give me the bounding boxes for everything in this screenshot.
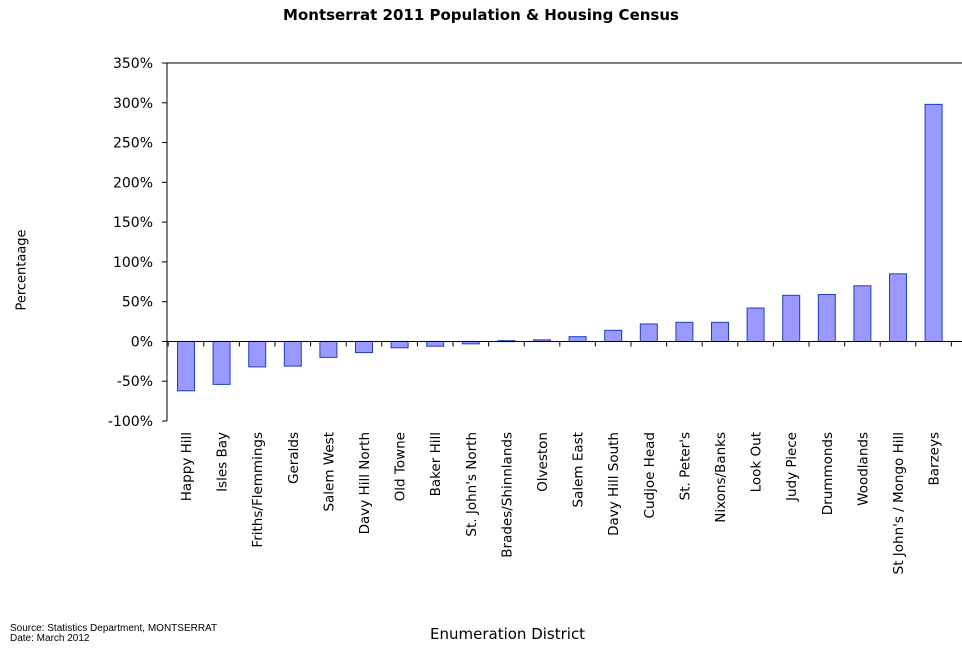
bar xyxy=(924,103,943,342)
bar xyxy=(782,294,801,342)
bar xyxy=(711,321,729,342)
x-tick-label: Baker Hill xyxy=(428,432,444,496)
x-tick-label: Woodlands xyxy=(855,432,871,506)
x-tick-label: Drummonds xyxy=(820,432,836,515)
y-tick-label: -50% xyxy=(117,374,153,390)
bar xyxy=(319,340,338,358)
x-tick-label: Olveston xyxy=(535,432,551,492)
x-tick-label: St. Peter's xyxy=(677,432,693,500)
date-text: Date: March 2012 xyxy=(10,633,90,644)
y-tick-label: 250% xyxy=(113,136,153,152)
bar xyxy=(639,323,658,342)
chart-title: Montserrat 2011 Population & Housing Cen… xyxy=(283,6,679,24)
bar xyxy=(426,340,445,347)
bar xyxy=(248,340,267,368)
y-axis-label: Percentaage xyxy=(2,210,42,330)
x-tick-label: Salem West xyxy=(321,432,337,512)
bar xyxy=(604,329,623,342)
y-tick-label: 50% xyxy=(122,295,153,311)
bar xyxy=(853,285,872,342)
x-tick-label: Look Out xyxy=(749,432,765,492)
bar xyxy=(212,340,231,385)
source-note: Source: Statistics Department, MONTSERRA… xyxy=(10,624,217,644)
y-tick-label: 100% xyxy=(113,255,153,271)
x-tick-label: Barzeys xyxy=(927,432,943,486)
y-tick-label: 150% xyxy=(113,215,153,231)
x-tick-label: Isles Bay xyxy=(215,432,231,492)
x-tick-label: St John's / Mongo Hill xyxy=(891,432,907,574)
bar xyxy=(746,307,765,342)
source-text: Source: Statistics Department, MONTSERRA… xyxy=(10,623,218,634)
y-tick-label: 0% xyxy=(131,334,153,350)
bar xyxy=(283,340,302,367)
x-tick-label: Cudjoe Head xyxy=(642,432,658,518)
x-tick-label: Brades/Shinnlands xyxy=(499,432,515,558)
y-tick-label: -100% xyxy=(108,414,153,430)
x-tick-label: Happy Hill xyxy=(179,432,195,501)
bar xyxy=(568,336,587,342)
y-tick-label: 300% xyxy=(113,96,153,112)
x-tick-label: Friths/Flemmings xyxy=(250,432,266,548)
y-tick-label: 350% xyxy=(113,56,153,72)
y-axis-label-text: Percentaage xyxy=(14,229,30,311)
x-axis-label: Enumeration District xyxy=(430,625,586,643)
x-tick-label: Davy Hill South xyxy=(606,432,622,536)
bar xyxy=(889,273,907,342)
x-tick-label: Davy Hill North xyxy=(357,432,373,534)
x-tick-label: Nixons/Banks xyxy=(713,432,729,523)
bar xyxy=(817,294,836,342)
y-tick-label: 200% xyxy=(113,175,153,191)
bar xyxy=(355,340,373,354)
x-tick-label: St. John's North xyxy=(464,432,480,537)
x-tick-label: Geralds xyxy=(286,432,302,484)
x-tick-label: Salem East xyxy=(571,432,587,507)
bar xyxy=(390,340,409,349)
x-tick-label: Judy Piece xyxy=(784,432,800,502)
bar xyxy=(177,340,195,392)
bar xyxy=(675,321,694,342)
x-tick-label: Old Towne xyxy=(393,432,409,501)
